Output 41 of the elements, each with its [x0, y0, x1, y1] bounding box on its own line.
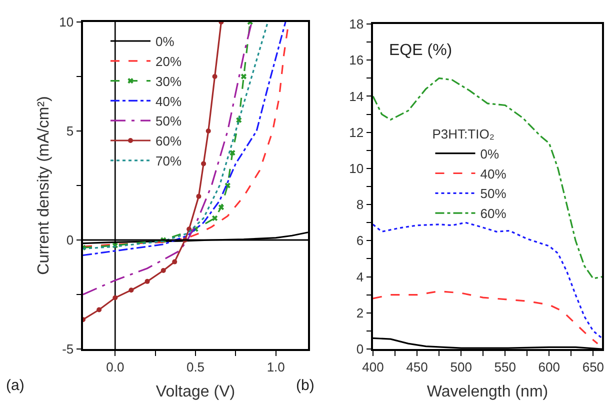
legend-label: 60%: [156, 134, 182, 149]
y-tick-label: 12: [349, 124, 364, 140]
x-tick-label: 0.0: [106, 359, 124, 374]
y-tick-label: 2: [356, 305, 364, 320]
annotation: EQE (%): [389, 42, 452, 59]
x-tick-label: 600: [538, 359, 560, 374]
y-tick-label: 0: [356, 342, 364, 357]
legend-label: 0%: [156, 34, 175, 50]
x-tick-label: 400: [362, 359, 384, 374]
y-tick-label: 16: [349, 52, 364, 68]
x-tick-label: 0.5: [186, 359, 205, 374]
legend-label: 50%: [480, 186, 507, 202]
y-tick-label: 10: [59, 14, 74, 30]
legend-title: P3HT:TIO₂: [432, 126, 494, 142]
y-tick-label: -5: [62, 342, 74, 357]
legend-label: 40%: [156, 94, 182, 109]
y-tick-label: 6: [356, 233, 364, 248]
legend-label: 0%: [480, 146, 500, 162]
legend-label: 60%: [480, 206, 507, 222]
y-tick-label: 5: [66, 124, 74, 139]
x-axis-title: Wavelength (nm): [426, 384, 548, 401]
legend-label: 50%: [156, 114, 182, 129]
legend-label: 20%: [156, 54, 182, 69]
legend-label: 40%: [480, 166, 507, 182]
text: (b): [296, 377, 314, 394]
x-tick-label: 500: [450, 359, 472, 374]
legend-label: 30%: [156, 74, 182, 89]
x-tick-label: 1.0: [266, 359, 285, 374]
legend-label: 70%: [156, 153, 182, 168]
y-tick-label: 14: [349, 88, 364, 104]
y-tick-label: 8: [356, 197, 364, 212]
x-axis-title: Voltage (V): [156, 384, 236, 401]
y-tick-label: 4: [356, 269, 364, 284]
x-tick-label: 650: [582, 359, 604, 374]
y-tick-label: 10: [349, 160, 364, 176]
x-tick-label: 550: [494, 359, 516, 374]
y-tick-label: 0: [66, 232, 74, 248]
y-axis-title: Current density (mA/cm²): [36, 96, 53, 275]
y-tick-label: 18: [349, 16, 364, 32]
x-tick-label: 450: [406, 359, 428, 374]
text: (a): [6, 377, 24, 394]
